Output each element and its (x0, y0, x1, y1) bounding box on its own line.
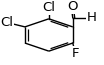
Text: Cl: Cl (42, 1, 55, 14)
Text: Cl: Cl (0, 16, 13, 29)
Text: O: O (67, 0, 78, 13)
Text: H: H (87, 11, 97, 24)
Text: F: F (72, 47, 79, 60)
